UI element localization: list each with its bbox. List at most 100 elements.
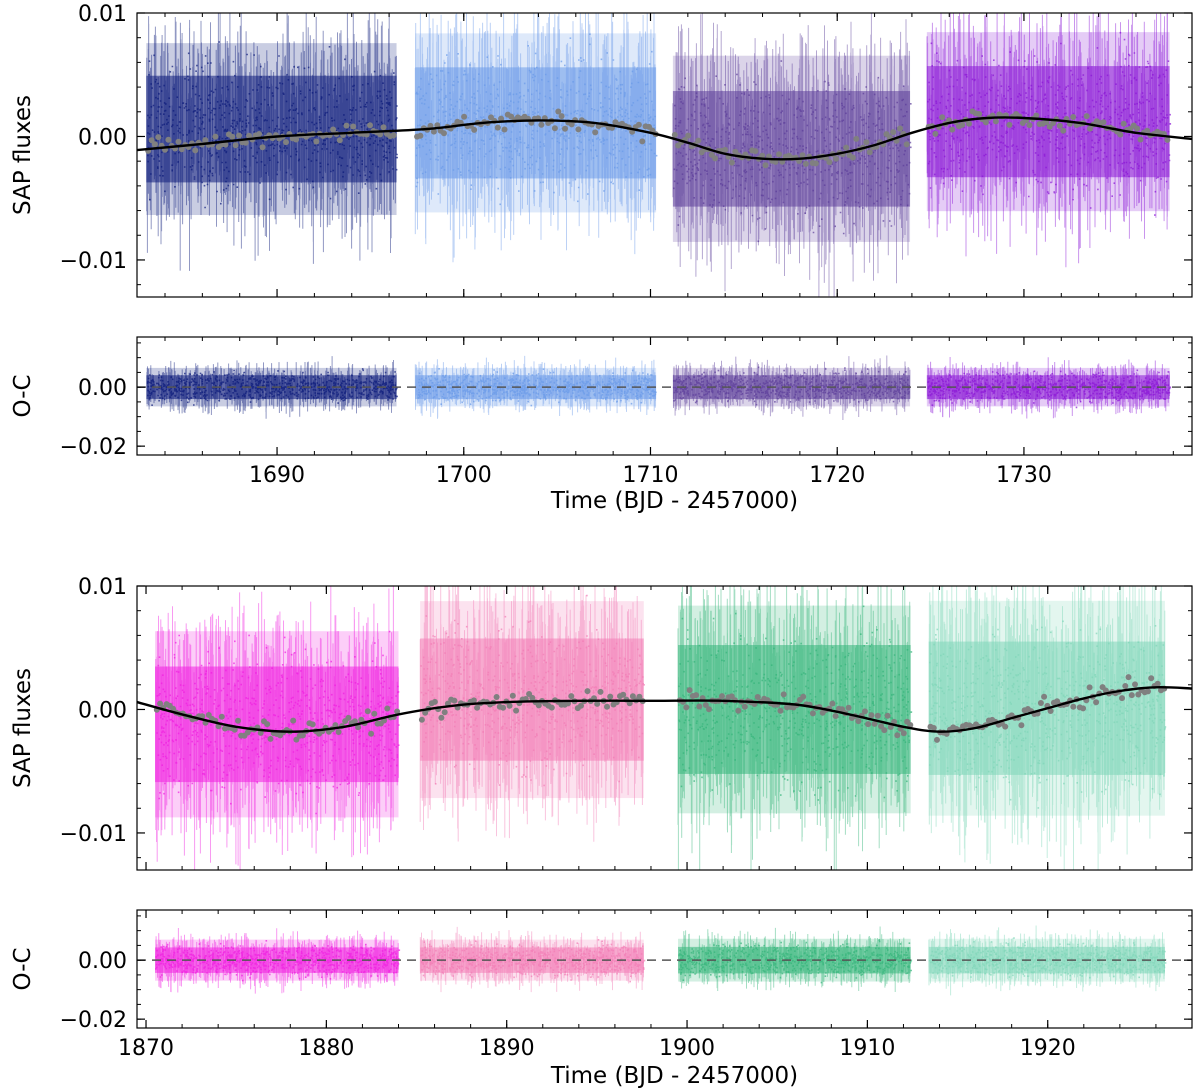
binned-point bbox=[1120, 120, 1127, 127]
x-tick-label: 1690 bbox=[249, 463, 305, 488]
binned-point bbox=[535, 702, 542, 709]
binned-point bbox=[551, 125, 558, 132]
data-points bbox=[415, 33, 658, 206]
binned-point bbox=[976, 111, 983, 117]
binned-point bbox=[1047, 708, 1054, 714]
binned-point bbox=[826, 159, 833, 166]
x-tick-label: 1920 bbox=[1020, 1036, 1076, 1061]
binned-point bbox=[218, 713, 225, 720]
binned-point bbox=[1119, 695, 1125, 702]
x-tick-label: 1910 bbox=[839, 1036, 895, 1061]
binned-point bbox=[802, 160, 809, 167]
y-tick-label: 0.01 bbox=[78, 2, 127, 27]
binned-point bbox=[907, 722, 914, 728]
binned-point bbox=[1070, 703, 1077, 710]
binned-point bbox=[932, 130, 939, 137]
binned-point bbox=[890, 129, 897, 136]
model-curve bbox=[137, 116, 1192, 161]
binned-point bbox=[538, 121, 545, 128]
x-tick-label: 1730 bbox=[996, 463, 1052, 488]
binned-point bbox=[367, 122, 373, 129]
y-axis-label: SAP fluxes bbox=[10, 95, 36, 215]
binned-point bbox=[685, 132, 692, 139]
binned-point bbox=[706, 706, 712, 713]
binned-point bbox=[575, 126, 582, 133]
plot-area bbox=[137, 925, 1192, 996]
binned-point bbox=[293, 136, 300, 143]
scatter-core bbox=[672, 91, 911, 207]
binned-point bbox=[355, 724, 362, 731]
binned-point bbox=[719, 693, 725, 700]
y-tick-label: −0.01 bbox=[60, 249, 127, 274]
binned-point bbox=[829, 700, 836, 707]
binned-point bbox=[165, 136, 172, 143]
figure-1: 0.01 0.00 −0.01 SAP fluxes 0.00 −0.02 O-C 1690 1… bbox=[10, 2, 1193, 514]
binned-point bbox=[578, 702, 584, 709]
x-tick-label: 1880 bbox=[298, 1036, 354, 1061]
binned-point bbox=[735, 707, 742, 714]
binned-point bbox=[1083, 113, 1090, 120]
binned-point bbox=[1006, 121, 1013, 128]
data-points bbox=[672, 366, 910, 406]
x-axis-label: Time (BJD - 2457000) bbox=[550, 488, 798, 514]
binned-point bbox=[1145, 688, 1151, 695]
binned-point bbox=[1002, 723, 1009, 730]
binned-point bbox=[461, 113, 468, 120]
binned-point bbox=[500, 704, 507, 711]
binned-point bbox=[592, 129, 599, 136]
axes-frame bbox=[136, 12, 1193, 298]
binned-point bbox=[417, 132, 424, 139]
binned-point bbox=[558, 113, 565, 120]
binned-point bbox=[939, 114, 946, 121]
binned-point bbox=[350, 123, 357, 130]
binned-point bbox=[833, 155, 840, 162]
axes-frame bbox=[136, 336, 1193, 456]
binned-point bbox=[597, 688, 604, 695]
binned-point bbox=[1086, 684, 1093, 691]
y-tick-label: 0.00 bbox=[78, 698, 127, 723]
binned-point bbox=[257, 729, 264, 736]
binned-point bbox=[722, 146, 729, 153]
y-tick-label: 0.00 bbox=[78, 125, 127, 150]
binned-point bbox=[728, 159, 735, 166]
y-tick-label: −0.02 bbox=[60, 435, 127, 460]
binned-point bbox=[982, 119, 989, 126]
binned-point bbox=[1125, 674, 1132, 681]
binned-point bbox=[1132, 681, 1138, 688]
binned-point bbox=[474, 704, 481, 711]
data-segment bbox=[419, 586, 645, 842]
binned-point bbox=[702, 702, 709, 708]
binned-point bbox=[175, 138, 182, 145]
binned-point bbox=[863, 139, 870, 146]
binned-point bbox=[1148, 675, 1155, 682]
binned-point bbox=[236, 132, 242, 139]
binned-point bbox=[1144, 127, 1151, 134]
y-tick-label: 0.01 bbox=[78, 575, 127, 600]
binned-point bbox=[157, 700, 164, 707]
data-points bbox=[420, 594, 645, 787]
binned-point bbox=[513, 707, 520, 714]
binned-point bbox=[390, 132, 397, 139]
binned-point bbox=[800, 693, 807, 700]
binned-point bbox=[283, 139, 289, 146]
binned-point bbox=[584, 688, 591, 695]
binned-point bbox=[897, 125, 903, 132]
binned-point bbox=[222, 141, 229, 148]
data-segment bbox=[678, 926, 913, 992]
binned-point bbox=[683, 704, 690, 711]
binned-point bbox=[903, 141, 910, 148]
binned-point bbox=[639, 138, 646, 145]
binned-point bbox=[568, 693, 575, 700]
x-axis-label: Time (BJD - 2457000) bbox=[550, 1063, 798, 1089]
binned-point bbox=[620, 691, 627, 698]
x-tick-label: 1720 bbox=[809, 463, 865, 488]
data-segment bbox=[928, 925, 1167, 996]
data-points bbox=[673, 60, 912, 243]
binned-point bbox=[470, 697, 477, 704]
binned-point bbox=[693, 692, 700, 699]
binned-point bbox=[884, 712, 891, 719]
error-bars bbox=[679, 926, 911, 992]
error-bars bbox=[926, 13, 1170, 268]
binned-point bbox=[1100, 119, 1107, 126]
residual-panel-2: 0.00 −0.02 O-C 1870 1880 1890 1900 1910 1920 bbox=[10, 909, 1193, 1061]
